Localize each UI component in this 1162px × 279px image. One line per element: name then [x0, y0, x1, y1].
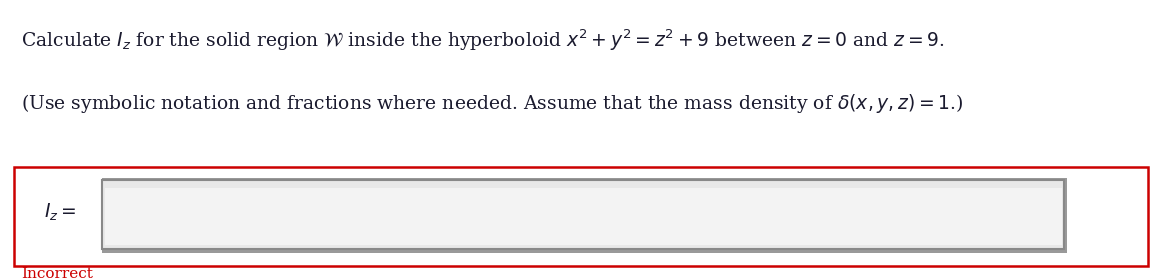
Text: $I_z =$: $I_z =$: [44, 202, 77, 223]
Text: Incorrect: Incorrect: [21, 267, 93, 279]
Bar: [105, 188, 1062, 245]
Text: Calculate $I_z$ for the solid region $\mathcal{W}$ inside the hyperboloid $x^2 +: Calculate $I_z$ for the solid region $\m…: [21, 27, 945, 53]
Bar: [102, 178, 1067, 253]
Text: (Use symbolic notation and fractions where needed. Assume that the mass density : (Use symbolic notation and fractions whe…: [21, 92, 963, 115]
Bar: [102, 181, 1064, 249]
Bar: [14, 167, 1148, 266]
